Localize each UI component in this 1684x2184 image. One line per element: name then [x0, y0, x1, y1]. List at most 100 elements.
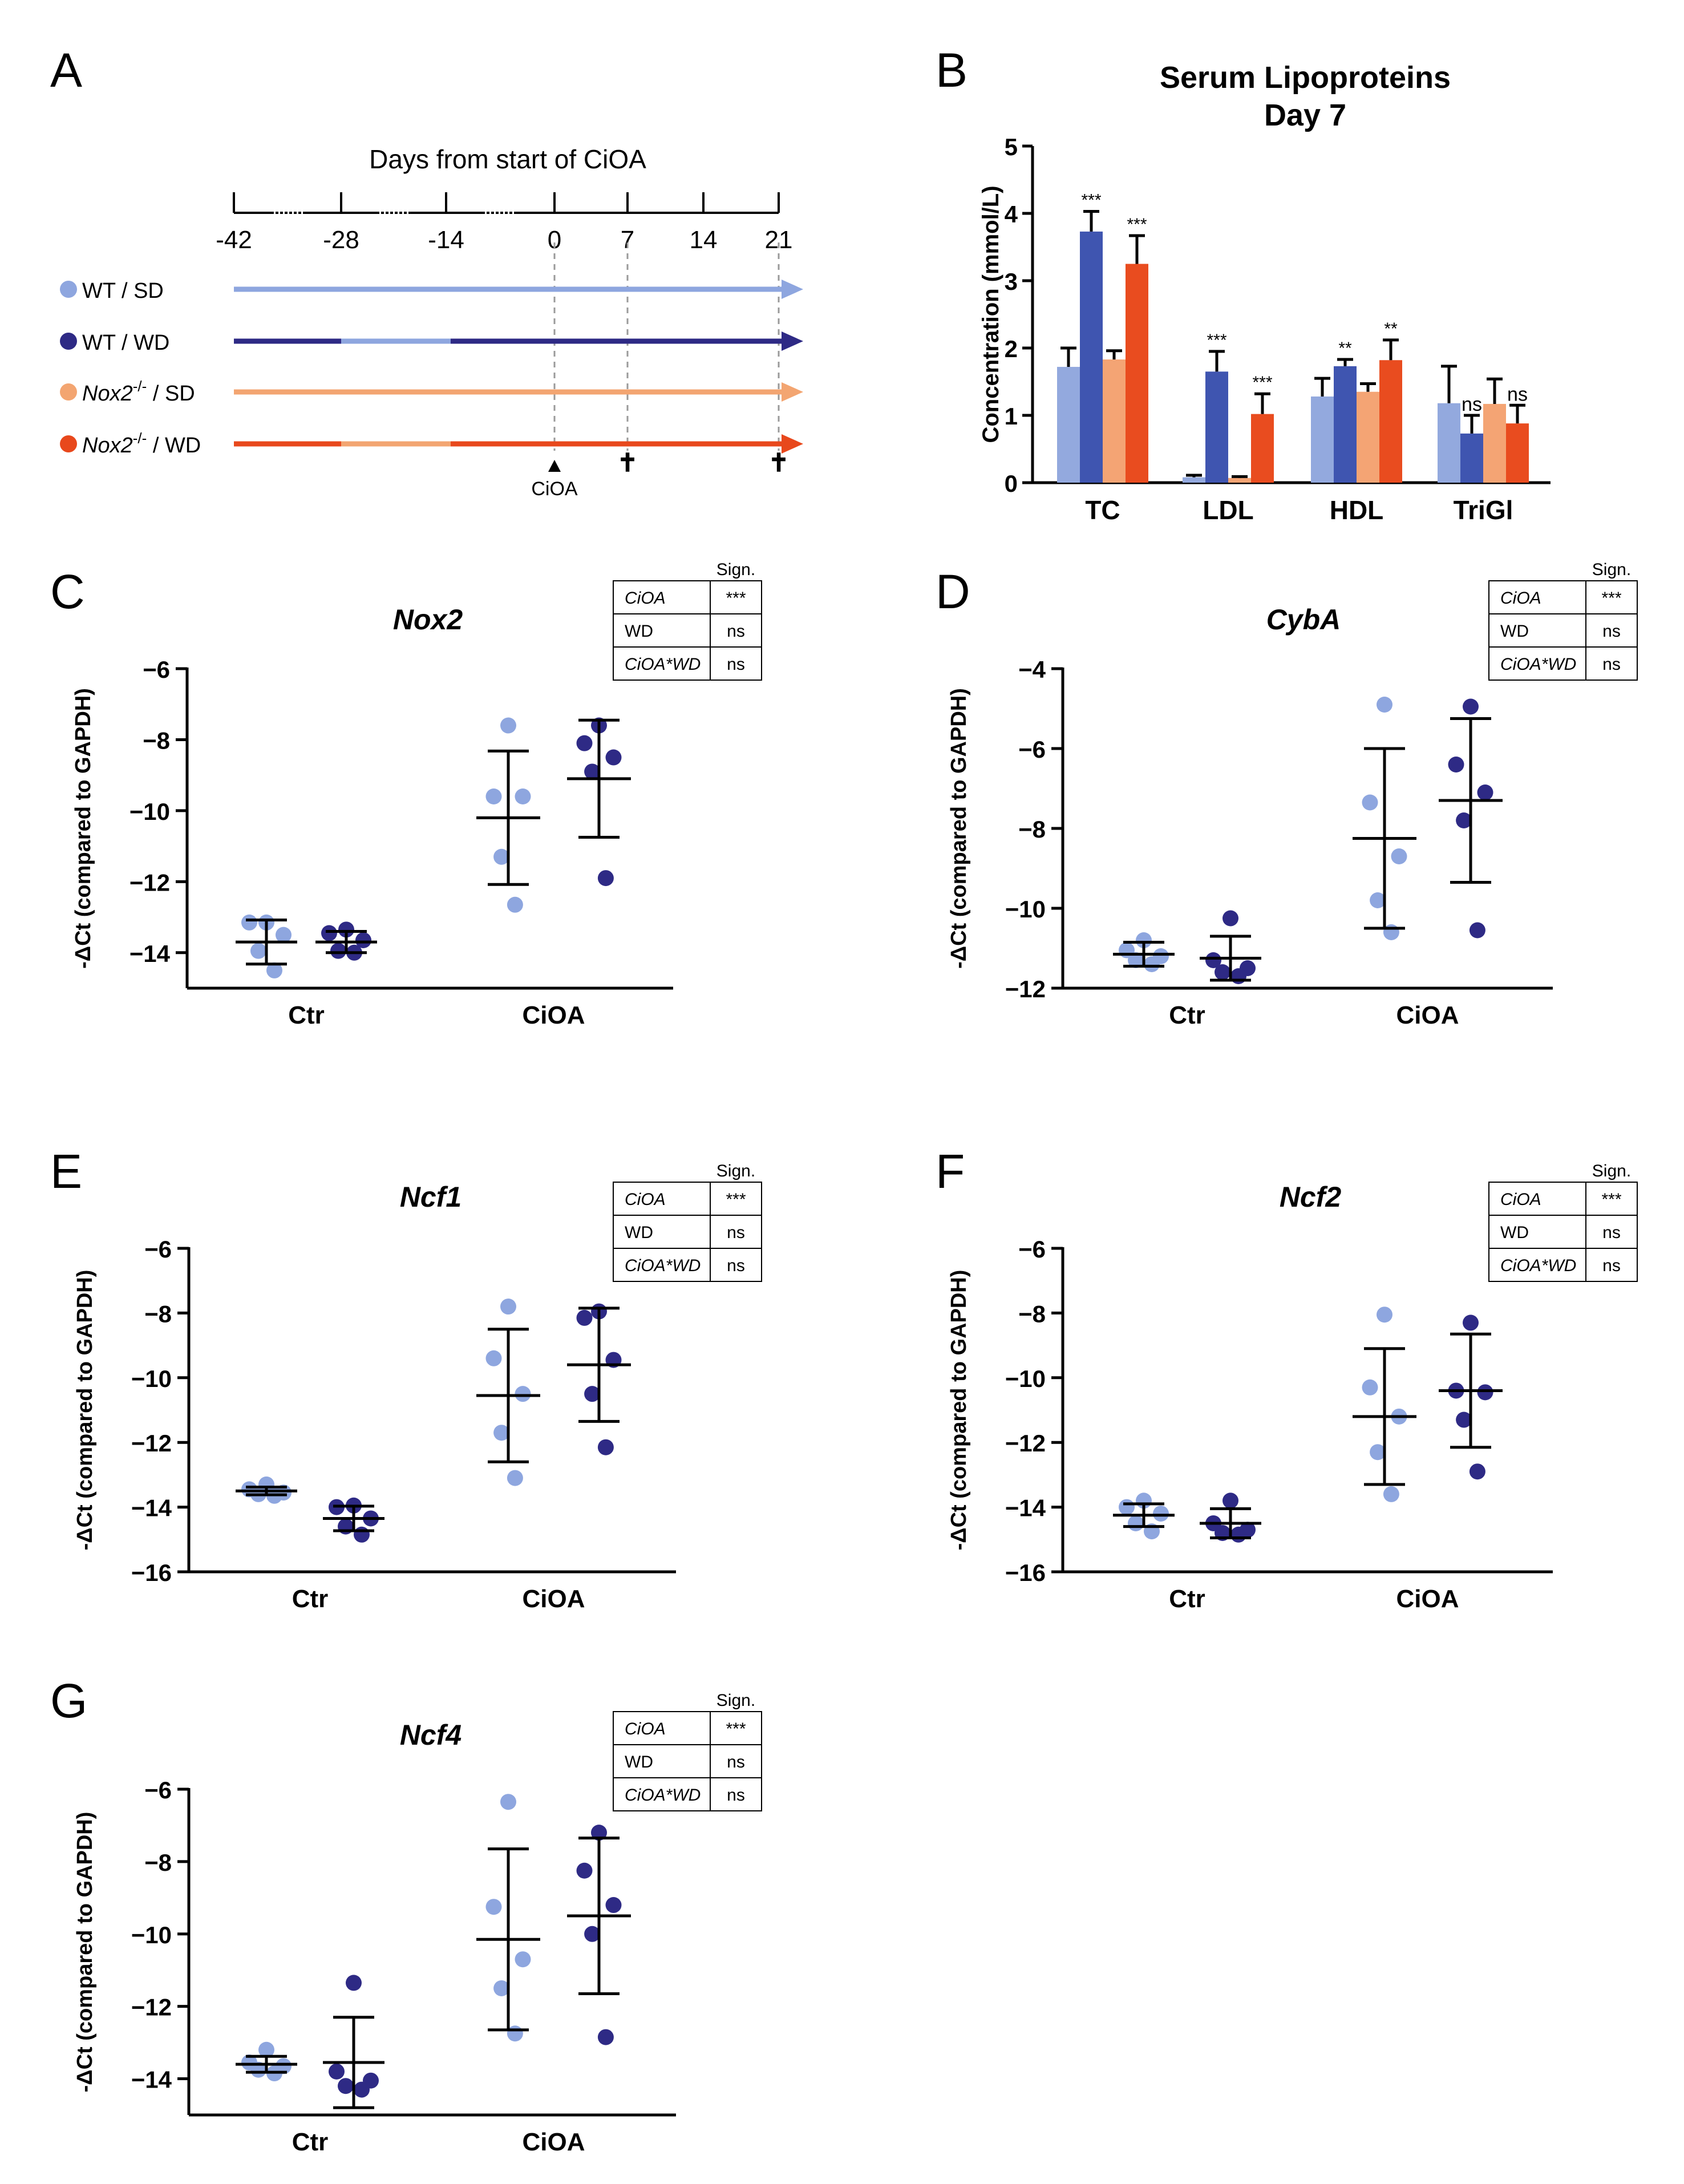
data-point	[1477, 1384, 1493, 1401]
data-point	[576, 1862, 593, 1879]
y-tick-label: 0	[1005, 470, 1018, 497]
panel-label-b: B	[936, 43, 968, 97]
sign-table-value: ns	[727, 1256, 745, 1275]
legend-swatch	[60, 333, 77, 350]
panel-label-f: F	[936, 1144, 965, 1198]
sign-table-value: ***	[726, 589, 746, 608]
significance-label: ***	[1252, 373, 1272, 392]
data-point	[597, 870, 614, 887]
data-point	[1153, 1505, 1169, 1522]
timeline-tick-label: 21	[765, 226, 793, 254]
y-tick-label: −12	[1005, 976, 1046, 1002]
y-tick-label: −10	[131, 1365, 172, 1392]
data-point	[1222, 910, 1238, 927]
data-point	[500, 1794, 516, 1810]
data-point	[493, 1980, 510, 1996]
data-point	[330, 943, 346, 959]
y-tick-label: −12	[1005, 1430, 1046, 1457]
data-point	[1119, 1499, 1135, 1515]
sign-table-term: CiOA*WD	[1500, 1256, 1576, 1275]
y-tick-label: −10	[1005, 1365, 1046, 1392]
x-category-label: Ctr	[288, 1001, 325, 1029]
y-tick-label: −16	[131, 1559, 172, 1586]
significance-label: **	[1338, 339, 1352, 358]
data-point	[515, 1951, 531, 1968]
panel-label-a: A	[50, 43, 82, 97]
timeline-tick-label: -14	[428, 226, 464, 254]
data-point	[355, 932, 371, 948]
y-axis-label: -ΔCt (compared to GAPDH)	[947, 1270, 971, 1551]
data-point	[1469, 1463, 1485, 1480]
sign-table-value: ***	[726, 1190, 746, 1209]
legend-label-4: Nox2-/- / WD	[82, 430, 201, 458]
y-tick-label: −4	[1018, 656, 1046, 683]
sign-table	[613, 1711, 762, 1811]
significance-label: ***	[1081, 191, 1101, 209]
data-point	[1463, 1315, 1479, 1331]
x-category-label: Ctr	[1169, 1585, 1205, 1613]
chart-title: Serum Lipoproteins	[1160, 60, 1451, 95]
x-category-label: CiOA	[1396, 1585, 1459, 1613]
sign-table-value: ***	[1601, 589, 1621, 608]
data-point	[1456, 812, 1472, 828]
data-point	[1230, 968, 1246, 984]
y-tick-label: −14	[131, 1495, 172, 1522]
data-point	[515, 1386, 531, 1402]
significance-label: ns	[1507, 383, 1528, 405]
chart-title: Ncf1	[400, 1181, 462, 1213]
sign-table-term: CiOA	[625, 1720, 666, 1738]
data-point	[515, 788, 531, 804]
sign-table-value: ns	[1602, 655, 1621, 674]
significance-label: ***	[1207, 331, 1226, 350]
x-category-label: CiOA	[1396, 1001, 1459, 1029]
y-tick-label: 4	[1005, 201, 1018, 228]
genotype-superscript: -/-	[133, 378, 147, 395]
ciao-induction-marker	[548, 460, 561, 472]
data-point	[1370, 892, 1386, 908]
legend-swatch	[60, 435, 77, 452]
sign-table	[1488, 1182, 1638, 1282]
y-axis-label: -ΔCt (compared to GAPDH)	[73, 1812, 97, 2093]
data-point	[1370, 1444, 1386, 1461]
timeline-tick-label: -42	[216, 226, 252, 254]
sign-table-header: Sign.	[1592, 560, 1631, 579]
bar	[1080, 231, 1103, 483]
data-point	[1456, 1411, 1472, 1428]
data-point	[354, 2081, 370, 2098]
y-tick-label: 1	[1005, 403, 1018, 430]
y-tick-label: −10	[1005, 896, 1046, 923]
sign-table-term: WD	[1500, 1223, 1529, 1242]
bar	[1183, 477, 1205, 483]
genotype-superscript: -/-	[133, 430, 147, 447]
data-point	[1477, 784, 1493, 800]
y-tick-label: −14	[131, 2066, 172, 2093]
data-point	[1362, 1379, 1378, 1396]
y-tick-label: −6	[1018, 1236, 1046, 1263]
y-tick-label: 5	[1005, 134, 1018, 160]
genotype-text: Nox2	[82, 434, 133, 458]
significance-label: ***	[1127, 215, 1147, 234]
data-point	[1230, 1526, 1246, 1543]
sign-table-value: ns	[727, 1223, 745, 1242]
panel-label-d: D	[936, 565, 970, 618]
sign-table-term: WD	[625, 622, 653, 641]
x-category-label: TriGl	[1454, 495, 1513, 525]
y-tick-label: −14	[129, 940, 171, 967]
y-tick-label: −12	[129, 869, 170, 896]
y-tick-label: −8	[144, 1849, 172, 1876]
x-category-label: CiOA	[523, 2128, 585, 2156]
y-tick-label: −8	[144, 1300, 172, 1327]
data-point	[485, 788, 502, 804]
bar	[1205, 371, 1228, 483]
sign-table-term: CiOA*WD	[625, 1256, 701, 1275]
data-point	[1362, 794, 1378, 811]
sign-table	[613, 580, 762, 681]
bar	[1334, 366, 1357, 483]
data-point	[485, 1350, 502, 1366]
sign-table-value: ns	[1602, 1223, 1621, 1242]
y-tick-label: −8	[1018, 816, 1046, 843]
data-point	[605, 1897, 622, 1914]
chart-title: CybA	[1266, 604, 1341, 636]
y-tick-label: −10	[131, 1922, 172, 1948]
